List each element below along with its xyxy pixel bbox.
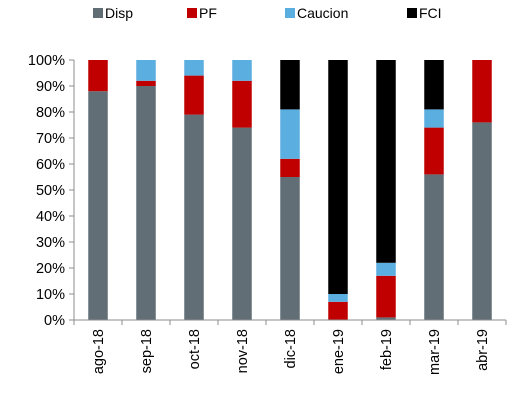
bar-segment-pf-mar-19 bbox=[424, 127, 444, 175]
y-tick-label: 50% bbox=[36, 183, 65, 199]
bar-segment-caucion-feb-19 bbox=[376, 262, 396, 276]
y-axis: 0% 10% 20% 30% 40% 50% 60% 70% 80% 90% 100% bbox=[28, 53, 75, 329]
legend-label-fci: FCI bbox=[419, 5, 442, 21]
legend-swatch-pf bbox=[187, 8, 197, 18]
bar-segment-disp-oct-18 bbox=[184, 114, 204, 320]
legend-swatch-disp bbox=[93, 8, 103, 18]
legend: Disp PF Caucion FCI bbox=[93, 5, 442, 21]
y-tick-label: 80% bbox=[36, 105, 65, 121]
bar-segment-fci-dic-18 bbox=[280, 60, 300, 110]
y-tick-label: 100% bbox=[28, 53, 65, 69]
x-tick-label: ago-18 bbox=[91, 329, 107, 374]
bar-segment-caucion-dic-18 bbox=[280, 109, 300, 159]
bar-segment-disp-feb-19 bbox=[376, 317, 396, 320]
legend-label-caucion: Caucion bbox=[297, 5, 348, 21]
legend-label-disp: Disp bbox=[105, 5, 133, 21]
bar-segment-caucion-ene-19 bbox=[328, 294, 348, 302]
y-tick-label: 60% bbox=[36, 157, 65, 173]
x-tick-label: mar-19 bbox=[427, 329, 443, 375]
bar-segment-pf-dic-18 bbox=[280, 158, 300, 177]
x-tick-label: dic-18 bbox=[283, 329, 299, 369]
bar-segment-caucion-oct-18 bbox=[184, 60, 204, 76]
bar-segment-disp-sep-18 bbox=[136, 86, 156, 320]
y-tick-label: 70% bbox=[36, 131, 65, 147]
plot-area bbox=[88, 60, 492, 321]
bar-segment-disp-mar-19 bbox=[424, 174, 444, 320]
x-tick-label: ene-19 bbox=[331, 329, 347, 374]
x-tick-label: nov-18 bbox=[235, 329, 251, 373]
y-tick-label: 40% bbox=[36, 209, 65, 225]
bar-segment-disp-ago-18 bbox=[88, 91, 108, 320]
legend-label-pf: PF bbox=[199, 5, 217, 21]
y-tick-label: 0% bbox=[44, 313, 65, 329]
bar-segment-caucion-sep-18 bbox=[136, 60, 156, 81]
bar-segment-pf-ago-18 bbox=[88, 60, 108, 92]
bar-segment-disp-abr-19 bbox=[472, 122, 492, 321]
y-tick-label: 20% bbox=[36, 261, 65, 277]
x-tick-label: abr-19 bbox=[475, 329, 491, 371]
y-tick-label: 90% bbox=[36, 79, 65, 95]
bar-segment-fci-mar-19 bbox=[424, 60, 444, 110]
legend-swatch-fci bbox=[407, 8, 417, 18]
y-tick-label: 30% bbox=[36, 235, 65, 251]
x-axis: ago-18 sep-18 oct-18 nov-18 dic-18 ene-19 feb-… bbox=[73, 319, 507, 375]
bar-segment-fci-ene-19 bbox=[328, 60, 348, 294]
bar-segment-pf-sep-18 bbox=[136, 80, 156, 86]
bar-segment-disp-nov-18 bbox=[232, 127, 252, 320]
y-tick-label: 10% bbox=[36, 287, 65, 303]
legend-swatch-caucion bbox=[285, 8, 295, 18]
bar-segment-caucion-nov-18 bbox=[232, 60, 252, 81]
x-tick-label: sep-18 bbox=[139, 329, 155, 373]
bar-segment-fci-feb-19 bbox=[376, 60, 396, 263]
bar-segment-pf-oct-18 bbox=[184, 75, 204, 115]
x-tick-label: oct-18 bbox=[187, 329, 203, 369]
bar-segment-pf-abr-19 bbox=[472, 60, 492, 123]
bar-segment-disp-dic-18 bbox=[280, 177, 300, 320]
bar-segment-pf-ene-19 bbox=[328, 301, 348, 320]
bar-segment-caucion-mar-19 bbox=[424, 109, 444, 128]
bar-segment-pf-nov-18 bbox=[232, 80, 252, 128]
bar-segment-pf-feb-19 bbox=[376, 275, 396, 318]
x-tick-label: feb-19 bbox=[379, 329, 395, 370]
